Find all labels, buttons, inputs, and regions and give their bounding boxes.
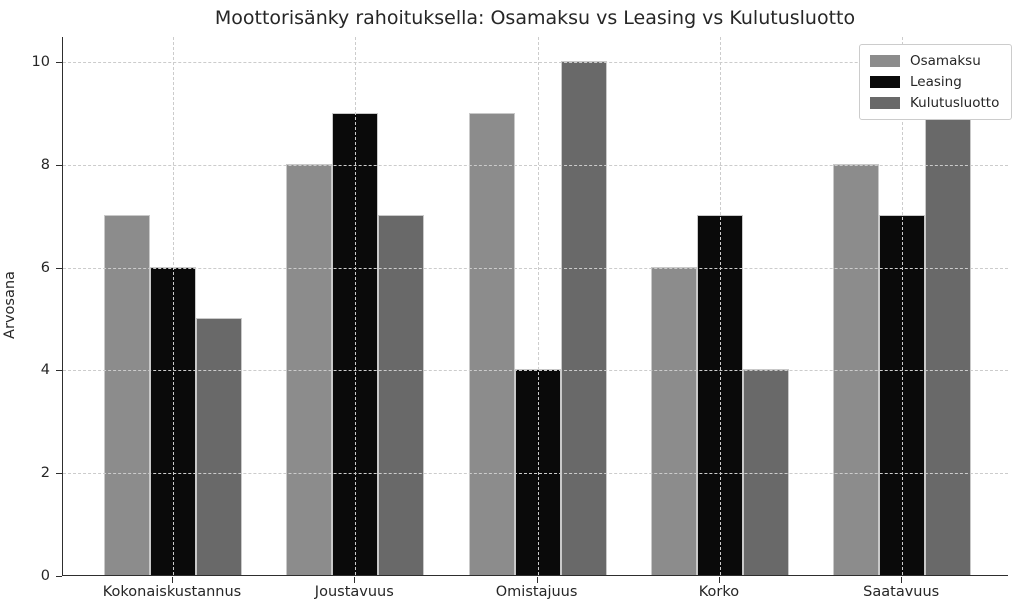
- y-tick-mark: [56, 370, 62, 372]
- bar: [104, 215, 150, 575]
- x-tick-label: Korko: [698, 584, 740, 600]
- legend-swatch: [870, 55, 900, 67]
- bar: [378, 215, 425, 575]
- legend-label: Leasing: [910, 74, 962, 90]
- x-tick-label: Omistajuus: [495, 584, 578, 600]
- bar: [650, 266, 697, 575]
- y-tick-mark: [56, 164, 62, 166]
- bar: [879, 215, 926, 575]
- x-tick-mark: [172, 577, 173, 583]
- bar: [514, 369, 561, 575]
- legend-swatch: [870, 97, 900, 109]
- legend-item: Leasing: [870, 74, 999, 90]
- legend-label: Osamaksu: [910, 53, 981, 69]
- y-axis-label: Arvosana: [2, 271, 18, 339]
- chart-title: Moottorisänky rahoituksella: Osamaksu vs…: [214, 7, 856, 29]
- legend-swatch: [870, 76, 900, 88]
- bar: [150, 266, 196, 575]
- x-tick-label: Joustavuus: [314, 584, 394, 600]
- y-tick-label: 0: [40, 568, 50, 584]
- plot-area: [62, 37, 1008, 576]
- bar: [468, 112, 515, 575]
- bar: [925, 112, 972, 575]
- bar: [196, 318, 242, 575]
- legend: Osamaksu Leasing Kulutusluotto: [859, 44, 1013, 120]
- y-tick-label: 2: [40, 465, 50, 482]
- y-tick-mark: [56, 267, 62, 269]
- y-tick-label: 8: [40, 156, 50, 173]
- x-tick-mark: [718, 577, 720, 583]
- x-tick-label: Kokonaiskustannus: [102, 584, 242, 600]
- x-tick-mark: [536, 577, 538, 583]
- y-tick-mark: [56, 473, 62, 475]
- bar: [332, 112, 379, 575]
- legend-item: Osamaksu: [870, 53, 999, 69]
- y-tick-mark: [56, 62, 62, 64]
- bar: [742, 369, 789, 575]
- y-tick-label: 6: [40, 259, 50, 276]
- x-tick-label: Saatavuus: [863, 584, 940, 600]
- x-tick-mark: [354, 577, 356, 583]
- legend-label: Kulutusluotto: [910, 95, 1000, 111]
- legend-item: Kulutusluotto: [870, 95, 999, 111]
- y-tick-label: 10: [31, 54, 50, 71]
- bar: [286, 163, 333, 575]
- bar: [833, 163, 880, 575]
- y-tick-label: 4: [40, 362, 50, 379]
- bar: [696, 215, 743, 575]
- y-tick-mark: [56, 576, 62, 577]
- bars-layer: [63, 37, 1008, 575]
- x-tick-mark: [901, 577, 903, 583]
- bar: [560, 61, 607, 575]
